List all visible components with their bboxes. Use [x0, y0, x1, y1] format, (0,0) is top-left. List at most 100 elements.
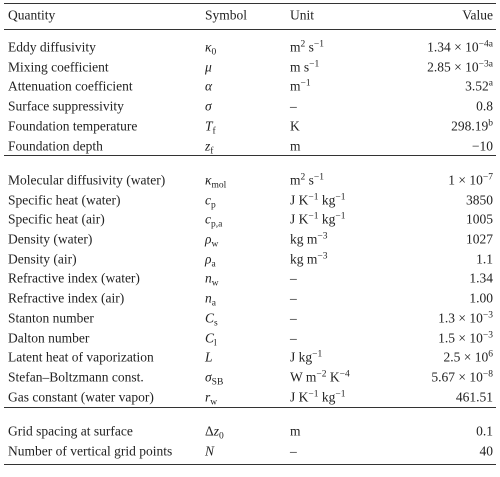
italic-symbol: σ — [205, 369, 212, 385]
unit-cell: J K−1 kg−1 — [290, 191, 346, 207]
superscript: −1 — [308, 211, 319, 222]
quantity-cell: Density (water) — [8, 232, 92, 246]
value-cell: 1.3 × 10−3 — [438, 310, 493, 326]
cell-text: Stefan–Boltzmann const. — [8, 369, 144, 385]
symbol-cell: rw — [205, 388, 218, 407]
cell-text: Stanton number — [8, 310, 94, 326]
superscript: −3 — [482, 329, 493, 340]
quantity-cell: Grid spacing at surface — [8, 424, 133, 438]
value-cell: Value — [462, 8, 493, 22]
text-run: 1.34 — [469, 270, 493, 286]
quantity-cell: Quantity — [8, 8, 55, 22]
text-run: s — [305, 172, 314, 188]
superscript: −1 — [309, 58, 320, 69]
subscript: a — [211, 259, 216, 270]
unit-cell: J K−1 kg−1 — [290, 388, 345, 404]
italic-symbol: κ — [205, 39, 212, 55]
superscript: −3 — [482, 310, 493, 321]
text-run: – — [290, 270, 297, 286]
symbol-cell: Symbol — [205, 8, 247, 22]
unit-cell: – — [290, 270, 297, 286]
text-run: 1.1 — [476, 251, 493, 267]
unit-cell: m2 s−1 — [290, 40, 324, 54]
unit-cell: – — [290, 444, 297, 458]
text-run: kg — [318, 191, 336, 207]
cell-text: Dalton number — [8, 329, 90, 345]
unit-cell: kg m−3 — [290, 232, 328, 246]
subscript: w — [211, 239, 219, 250]
italic-symbol: L — [205, 349, 213, 365]
subscript: SB — [211, 377, 224, 388]
text-run: −10 — [471, 137, 493, 153]
text-run: K — [326, 369, 340, 385]
symbol-cell: α — [205, 78, 213, 94]
quantity-cell: Foundation depth — [8, 139, 103, 153]
text-run: – — [290, 443, 297, 459]
superscript: −3 — [317, 251, 328, 262]
symbol-cell: cp — [205, 191, 216, 210]
text-run: kg m — [290, 251, 318, 267]
value-cell: 1005 — [466, 212, 493, 227]
rule — [4, 3, 496, 4]
italic-symbol: α — [205, 78, 213, 94]
subscript: l — [214, 337, 217, 348]
value-cell: 0.8 — [476, 99, 493, 113]
italic-symbol: z — [205, 137, 211, 153]
text-run: 3850 — [466, 191, 493, 207]
superscript: 6 — [488, 349, 493, 360]
quantity-cell: Foundation temperature — [8, 119, 137, 133]
italic-symbol: n — [205, 290, 212, 306]
superscript: −4 — [339, 369, 350, 380]
superscript: −8 — [482, 369, 493, 380]
unit-cell: – — [290, 99, 297, 113]
value-cell: 0.1 — [476, 424, 493, 438]
text-run: 1.34 × 10 — [427, 39, 479, 55]
symbol-cell: na — [205, 290, 216, 308]
subscript: w — [210, 396, 218, 407]
quantity-cell: Specific heat (air) — [8, 212, 105, 227]
subscript: w — [211, 278, 219, 289]
symbol-cell: nw — [205, 271, 219, 289]
cell-text: Specific heat (water) — [8, 191, 121, 207]
text-run: 1.3 × 10 — [438, 310, 483, 326]
value-cell: −10 — [472, 139, 493, 153]
italic-symbol: T — [205, 118, 213, 134]
value-cell: 461.51 — [456, 390, 493, 404]
text-run: s — [305, 39, 314, 55]
text-run: 1.00 — [469, 290, 493, 306]
value-cell: 1.34 — [469, 270, 493, 286]
superscript: −3 — [317, 231, 328, 242]
rule — [4, 406, 496, 408]
rule — [4, 29, 496, 30]
text-run: W m — [290, 369, 317, 385]
superscript: −1 — [308, 388, 319, 399]
subscript: 0 — [218, 431, 224, 442]
superscript: −1 — [335, 191, 346, 202]
cell-text: Density (air) — [8, 251, 77, 267]
unit-cell: Unit — [290, 8, 314, 22]
text-run: m — [290, 137, 301, 153]
text-run: J K — [290, 388, 309, 404]
subscript: 0 — [211, 47, 217, 58]
symbol-cell: μ — [205, 60, 212, 74]
unit-cell: – — [290, 291, 297, 305]
subscript: f — [210, 145, 214, 156]
italic-symbol: C — [205, 329, 215, 345]
italic-symbol: ρ — [205, 251, 212, 267]
italic-symbol: N — [205, 443, 215, 459]
rule — [4, 463, 496, 465]
italic-symbol: c — [205, 191, 211, 207]
unit-cell: m2 s−1 — [290, 172, 324, 188]
value-cell: 3850 — [466, 193, 493, 207]
quantity-cell: Attenuation coefficient — [8, 78, 133, 94]
superscript: −1 — [300, 78, 311, 89]
text-run: kg — [318, 211, 336, 227]
header-text: Value — [462, 7, 493, 23]
cell-text: Molecular diffusivity (water) — [8, 172, 166, 188]
value-cell: 298.19b — [451, 118, 493, 133]
quantity-cell: Density (air) — [8, 252, 77, 266]
cell-text: Attenuation coefficient — [8, 78, 133, 94]
italic-symbol: r — [205, 388, 211, 404]
